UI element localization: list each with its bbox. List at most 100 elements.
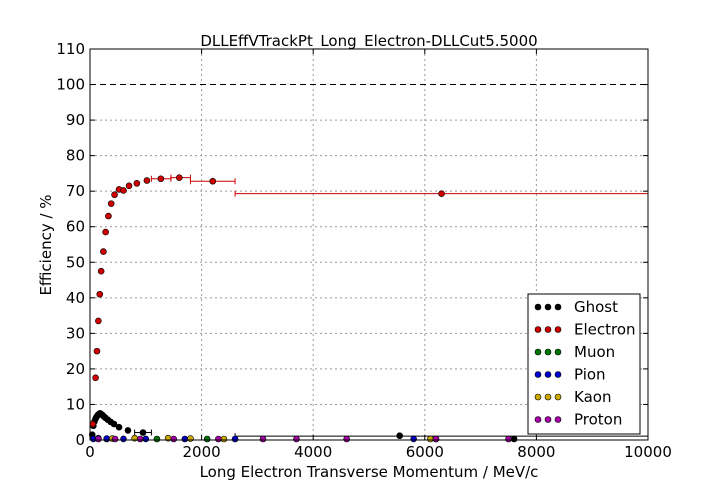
legend-marker [534,416,542,423]
data-point [92,374,99,382]
data-point [125,182,133,190]
legend-marker [544,393,552,401]
data-point [136,435,144,443]
data-point [95,317,102,325]
y-tick-label: 10 [66,395,85,413]
data-point [105,212,112,220]
plot-frame [89,48,649,441]
legend-marker [534,348,542,356]
legend-marker [544,303,552,311]
y-tick-label: 0 [75,431,85,449]
data-point [111,435,119,443]
x-tick-label: 8000 [517,443,555,461]
data-point [107,200,115,207]
data-point [115,423,123,431]
legend-entry-ghost: Ghost [534,298,618,316]
data-point [438,190,445,197]
legend-label: Muon [574,343,615,361]
data-point [100,248,107,255]
legend-label: Electron [574,321,636,339]
legend-marker [534,303,542,311]
y-tick-label: 70 [66,182,85,200]
data-point [181,435,189,443]
data-point [96,290,104,298]
legend-frame [527,293,641,435]
data-point [89,420,97,428]
data-point [293,435,300,443]
y-tick-label: 40 [66,289,85,307]
y-tick-label: 60 [66,218,85,236]
legend-marker [554,393,562,401]
data-point [505,435,512,443]
y-tick-label: 100 [56,76,85,94]
y-tick-label: 20 [66,360,85,378]
legend-marker [554,416,562,423]
data-point [259,435,267,443]
data-point [220,435,228,443]
data-point [427,435,434,443]
data-point [510,435,518,443]
legend-label: Pion [574,366,606,384]
data-point [120,187,127,194]
y-tick-label: 50 [66,253,85,271]
legend-marker [554,371,562,378]
data-point [187,435,194,442]
data-point [93,347,101,355]
data-point [432,435,440,443]
data-point [209,177,217,185]
legend: Ghost Electron Muon Pion Kaon Proton [527,293,641,435]
data-point [410,435,417,443]
data-point [215,435,222,443]
legend-label: Kaon [574,388,611,406]
x-tick-label: 2000 [183,443,221,461]
data-point [95,435,102,443]
y-axis-label: Efficiency / % [37,194,55,295]
legend-entry-kaon: Kaon [534,388,611,406]
legend-marker [534,393,542,401]
legend-label: Ghost [574,298,618,316]
data-point [170,435,177,443]
legend-marker [544,416,552,423]
data-point [143,177,151,184]
x-tick-label: 6000 [406,443,444,461]
data-point [124,427,132,434]
legend-label: Proton [574,411,622,429]
legend-marker [534,326,542,333]
chart-title: DLLEffVTrackPt_Long_Electron-DLLCut5.500… [200,32,537,51]
x-tick-label: 0 [85,443,95,461]
data-point [343,435,350,443]
legend-entry-pion: Pion [534,366,606,384]
legend-entry-proton: Proton [534,411,622,429]
axis-ticks: 0 2000 4000 6000 8000 10000 0 10 20 30 40 50 60 70 80 9… [56,40,672,461]
data-point [142,435,150,443]
legend-marker [544,326,552,333]
legend-marker [544,348,552,356]
x-axis-label: Long Electron Transverse Momentum / MeV/… [200,463,539,481]
y-tick-label: 110 [56,40,85,58]
data-point [111,191,118,199]
y-tick-label: 30 [66,324,85,342]
data-point [139,429,147,436]
data-point [97,267,105,275]
data-points-layer [88,174,649,443]
legend-marker [554,326,562,333]
x-tick-label: 4000 [294,443,332,461]
series-electron [89,174,649,428]
data-point [153,435,161,443]
legend-marker [534,371,542,378]
data-point [110,420,118,428]
data-point [103,435,111,442]
legend-marker [544,371,552,378]
x-tick-label: 10000 [624,443,672,461]
data-point [231,435,239,443]
legend-entry-muon: Muon [534,343,615,361]
data-point [203,435,211,443]
data-point [396,432,403,440]
legend-entry-electron: Electron [534,321,636,339]
data-point [175,174,183,181]
series-muon [103,435,440,443]
legend-marker [554,348,562,356]
data-point [120,435,127,443]
y-tick-label: 80 [66,147,85,165]
